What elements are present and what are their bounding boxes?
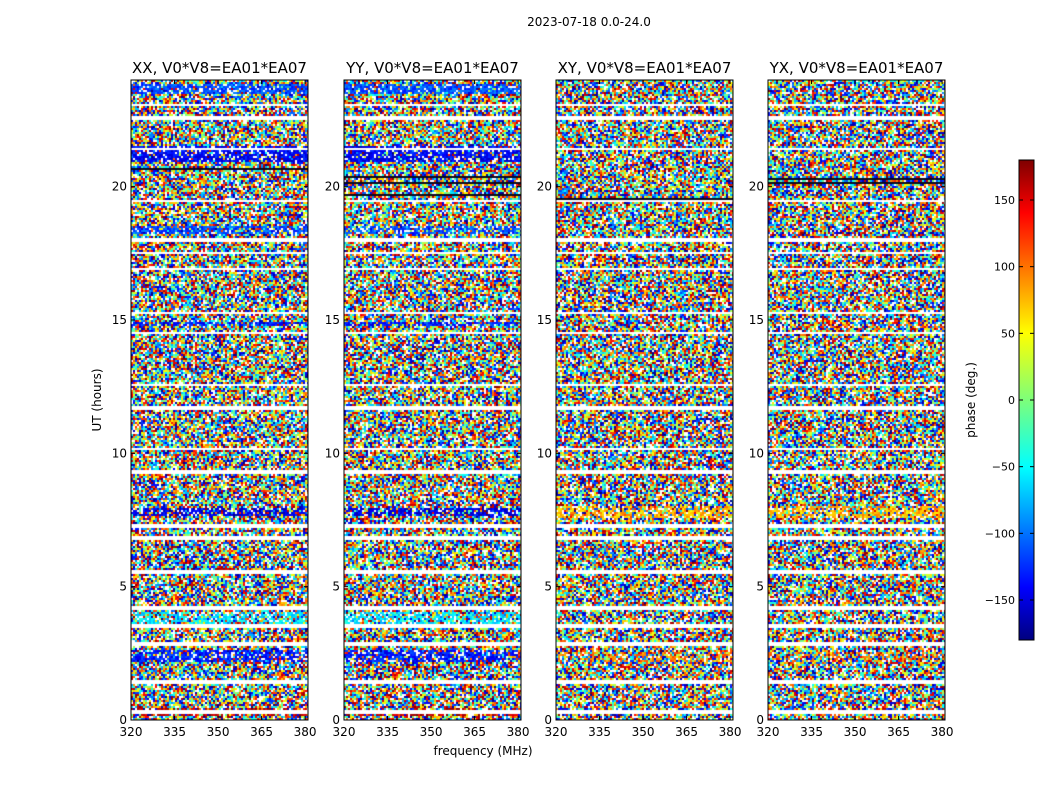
panel-title: YX, V0*V8=EA01*EA07 — [769, 59, 944, 77]
y-tick-label: 20 — [112, 180, 127, 194]
x-tick-label: 335 — [800, 725, 823, 739]
panel-3: XY, V0*V8=EA01*EA07 320 335 350 365 380 0 5 10 15… — [537, 59, 742, 739]
colorbar-tick-label: 50 — [1001, 327, 1015, 340]
x-tick-label: 335 — [376, 725, 399, 739]
x-tick-label: 365 — [463, 725, 486, 739]
x-tick-label: 320 — [545, 725, 568, 739]
heatmap-image — [556, 80, 733, 720]
y-tick-label: 15 — [749, 313, 764, 327]
x-tick-label: 320 — [120, 725, 143, 739]
colorbar: −150 −100 −50 0 50 100 150 phase (deg.) — [964, 159, 1035, 641]
y-tick-label: 5 — [332, 580, 340, 594]
y-tick-label: 10 — [325, 446, 340, 460]
y-tick-label: 5 — [119, 580, 127, 594]
y-tick-label: 15 — [112, 313, 127, 327]
x-tick-label: 350 — [844, 725, 867, 739]
x-tick-label: 335 — [588, 725, 611, 739]
heatmap-image — [768, 80, 945, 720]
x-tick-label: 320 — [333, 725, 356, 739]
x-tick-label: 350 — [420, 725, 443, 739]
x-tick-label: 350 — [632, 725, 655, 739]
heatmap-image — [131, 80, 308, 720]
colorbar-tick-label: 100 — [994, 261, 1015, 274]
y-tick-label: 20 — [749, 180, 764, 194]
x-tick-label: 380 — [294, 725, 317, 739]
y-tick-label: 15 — [325, 313, 340, 327]
panel-title: XY, V0*V8=EA01*EA07 — [558, 59, 732, 77]
y-tick-label: 10 — [112, 446, 127, 460]
axes-frame — [767, 79, 946, 721]
x-axis-label: frequency (MHz) — [433, 744, 532, 758]
colorbar-tick-label: −100 — [985, 527, 1015, 540]
x-tick-label: 365 — [887, 725, 910, 739]
panel-1: XX, V0*V8=EA01*EA07 320 335 350 365 380 0 5 10 15… — [112, 59, 317, 739]
colorbar-tick-label: 150 — [994, 194, 1015, 207]
x-tick-label: 350 — [207, 725, 230, 739]
panel-4: YX, V0*V8=EA01*EA07 320 335 350 365 380 0 5 10 15… — [749, 59, 954, 739]
y-tick-label: 0 — [332, 713, 340, 727]
x-tick-label: 335 — [163, 725, 186, 739]
y-axis-label: UT (hours) — [90, 368, 104, 431]
figure-suptitle: 2023-07-18 0.0-24.0 — [527, 15, 651, 29]
panel-title: XX, V0*V8=EA01*EA07 — [132, 59, 307, 77]
axes-frame — [130, 79, 309, 721]
axes-frame — [555, 79, 734, 721]
panel-title: YY, V0*V8=EA01*EA07 — [345, 59, 519, 77]
colorbar-label: phase (deg.) — [964, 362, 978, 438]
axes-frame — [343, 79, 522, 721]
y-tick-label: 0 — [119, 713, 127, 727]
y-tick-label: 5 — [756, 580, 764, 594]
y-tick-label: 20 — [537, 180, 552, 194]
y-tick-label: 0 — [756, 713, 764, 727]
y-tick-label: 0 — [544, 713, 552, 727]
x-tick-label: 365 — [675, 725, 698, 739]
colorbar-tick-label: −50 — [992, 461, 1015, 474]
y-tick-label: 10 — [749, 446, 764, 460]
y-tick-label: 5 — [544, 580, 552, 594]
colorbar-tick-label: 0 — [1008, 394, 1015, 407]
x-tick-label: 320 — [757, 725, 780, 739]
x-tick-label: 380 — [719, 725, 742, 739]
panels: XX, V0*V8=EA01*EA07 320 335 350 365 380 0 5 10 15… — [112, 59, 954, 739]
y-tick-label: 15 — [537, 313, 552, 327]
x-tick-label: 380 — [931, 725, 954, 739]
y-tick-label: 20 — [325, 180, 340, 194]
panel-2: YY, V0*V8=EA01*EA07 320 335 350 365 380 0 5 10 15… — [325, 59, 530, 739]
colorbar-tick-label: −150 — [985, 594, 1015, 607]
y-tick-label: 10 — [537, 446, 552, 460]
x-tick-label: 380 — [507, 725, 530, 739]
heatmap-image — [344, 80, 521, 720]
colorbar-ticks: −150 −100 −50 0 50 100 150 — [985, 194, 1034, 607]
x-tick-label: 365 — [250, 725, 273, 739]
